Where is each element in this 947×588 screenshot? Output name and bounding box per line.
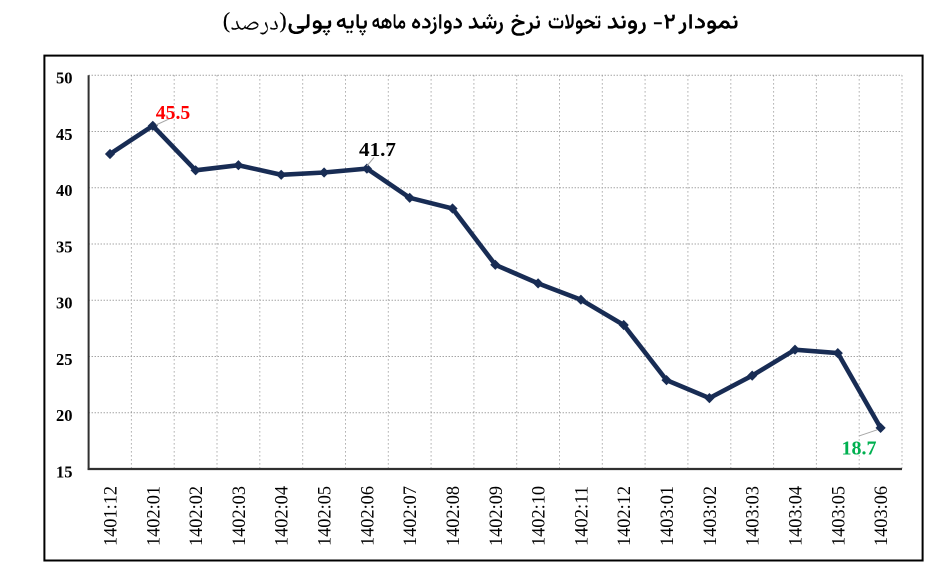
svg-text:30: 30 xyxy=(56,294,73,313)
svg-text:1402:07: 1402:07 xyxy=(400,486,421,546)
svg-text:1402:05: 1402:05 xyxy=(315,486,336,546)
svg-text:25: 25 xyxy=(56,350,73,369)
svg-text:1402:11: 1402:11 xyxy=(571,486,592,546)
svg-text:1403:05: 1403:05 xyxy=(828,486,849,546)
svg-text:40: 40 xyxy=(56,181,73,200)
svg-text:50: 50 xyxy=(56,69,73,88)
svg-text:35: 35 xyxy=(56,238,73,257)
svg-text:1402:12: 1402:12 xyxy=(614,486,635,546)
svg-text:1402:06: 1402:06 xyxy=(357,486,378,546)
svg-text:1402:10: 1402:10 xyxy=(529,486,550,546)
svg-text:18.7: 18.7 xyxy=(842,439,877,460)
svg-text:41.7: 41.7 xyxy=(359,140,396,161)
svg-text:20: 20 xyxy=(56,406,73,425)
svg-text:45: 45 xyxy=(56,125,73,144)
svg-text:1402:03: 1402:03 xyxy=(229,486,250,546)
svg-text:1403:06: 1403:06 xyxy=(871,486,892,546)
svg-text:45.5: 45.5 xyxy=(156,103,191,124)
svg-text:1403:01: 1403:01 xyxy=(657,486,678,546)
svg-text:1402:02: 1402:02 xyxy=(186,486,207,546)
svg-text:1402:09: 1402:09 xyxy=(486,486,507,546)
svg-text:15: 15 xyxy=(56,463,73,482)
svg-text:1402:01: 1402:01 xyxy=(143,486,164,546)
svg-text:1403:02: 1403:02 xyxy=(700,486,721,546)
svg-text:1403:03: 1403:03 xyxy=(743,486,764,546)
svg-text:1402:04: 1402:04 xyxy=(272,486,293,546)
svg-text:1402:08: 1402:08 xyxy=(443,486,464,546)
svg-text:1401:12: 1401:12 xyxy=(101,486,122,546)
svg-text:1403:04: 1403:04 xyxy=(786,486,807,546)
